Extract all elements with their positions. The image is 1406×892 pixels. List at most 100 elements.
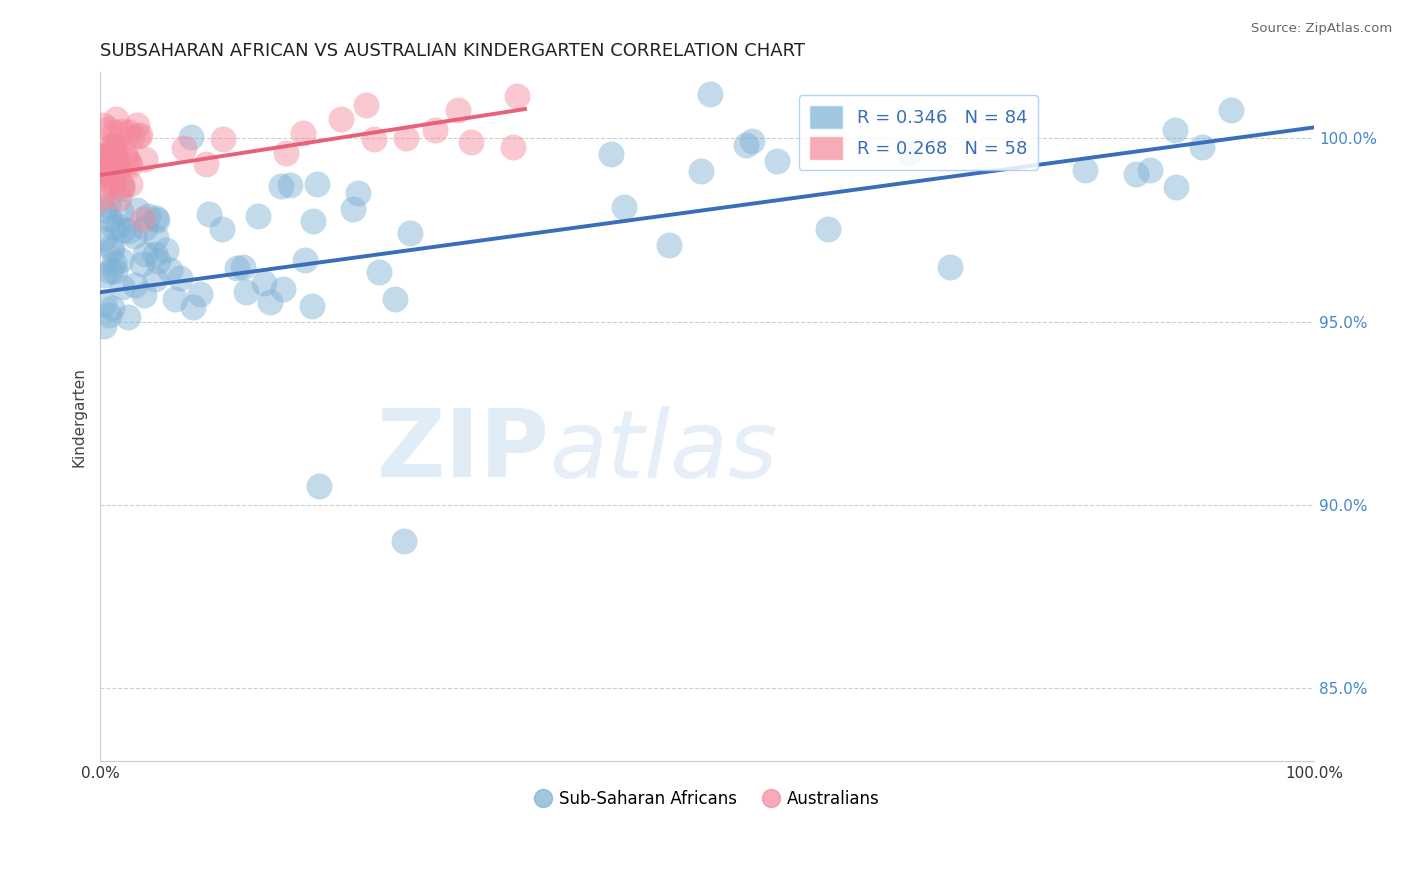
Point	[301, 299, 323, 313]
Point	[107, 161, 129, 175]
Point	[699, 87, 721, 102]
Point	[766, 154, 789, 169]
Point	[103, 143, 125, 157]
Point	[225, 261, 247, 276]
Point	[127, 203, 149, 218]
Point	[104, 264, 127, 278]
Point	[246, 209, 269, 223]
Point	[103, 256, 125, 270]
Point	[169, 271, 191, 285]
Point	[108, 191, 131, 205]
Point	[90, 166, 112, 180]
Point	[97, 167, 120, 181]
Point	[363, 132, 385, 146]
Point	[91, 162, 114, 177]
Point	[502, 140, 524, 154]
Point	[90, 155, 112, 169]
Point	[146, 253, 169, 268]
Point	[145, 230, 167, 244]
Point	[159, 262, 181, 277]
Point	[253, 277, 276, 291]
Point	[90, 192, 112, 206]
Point	[120, 177, 142, 191]
Point	[305, 177, 328, 191]
Point	[100, 264, 122, 278]
Point	[190, 287, 212, 301]
Point	[155, 243, 177, 257]
Point	[129, 128, 152, 142]
Point	[658, 238, 681, 252]
Point	[368, 265, 391, 279]
Point	[98, 308, 121, 322]
Point	[118, 155, 141, 169]
Point	[107, 157, 129, 171]
Point	[259, 295, 281, 310]
Point	[104, 125, 127, 139]
Point	[90, 149, 112, 163]
Point	[274, 146, 297, 161]
Point	[425, 123, 447, 137]
Point	[460, 135, 482, 149]
Point	[90, 153, 112, 167]
Point	[93, 297, 115, 311]
Point	[1125, 167, 1147, 181]
Point	[330, 112, 353, 126]
Point	[100, 212, 122, 227]
Point	[90, 154, 112, 169]
Point	[211, 222, 233, 236]
Legend: Sub-Saharan Africans, Australians: Sub-Saharan Africans, Australians	[527, 783, 887, 814]
Point	[93, 148, 115, 162]
Point	[100, 240, 122, 254]
Point	[1139, 163, 1161, 178]
Point	[197, 207, 219, 221]
Point	[120, 158, 142, 172]
Point	[734, 138, 756, 153]
Point	[101, 219, 124, 234]
Point	[103, 138, 125, 153]
Point	[97, 164, 120, 178]
Point	[143, 247, 166, 261]
Text: SUBSAHARAN AFRICAN VS AUSTRALIAN KINDERGARTEN CORRELATION CHART: SUBSAHARAN AFRICAN VS AUSTRALIAN KINDERG…	[100, 42, 806, 60]
Point	[124, 228, 146, 243]
Point	[1191, 140, 1213, 154]
Point	[506, 89, 529, 103]
Point	[100, 139, 122, 153]
Point	[103, 159, 125, 173]
Point	[392, 534, 415, 549]
Point	[301, 213, 323, 227]
Point	[212, 132, 235, 146]
Point	[294, 252, 316, 267]
Point	[111, 178, 134, 193]
Point	[342, 202, 364, 216]
Point	[897, 145, 920, 160]
Point	[117, 310, 139, 325]
Point	[125, 118, 148, 132]
Text: ZIP: ZIP	[377, 405, 550, 497]
Point	[194, 157, 217, 171]
Point	[105, 143, 128, 157]
Point	[131, 257, 153, 271]
Point	[101, 244, 124, 258]
Point	[278, 178, 301, 193]
Point	[134, 247, 156, 261]
Point	[180, 129, 202, 144]
Point	[613, 200, 636, 214]
Point	[689, 164, 711, 178]
Point	[939, 260, 962, 274]
Y-axis label: Kindergarten: Kindergarten	[72, 367, 86, 467]
Point	[347, 186, 370, 201]
Point	[93, 232, 115, 246]
Point	[232, 260, 254, 274]
Point	[115, 153, 138, 167]
Point	[183, 300, 205, 314]
Point	[1220, 103, 1243, 117]
Point	[110, 203, 132, 218]
Point	[93, 203, 115, 218]
Point	[1074, 162, 1097, 177]
Point	[146, 213, 169, 227]
Point	[97, 122, 120, 136]
Point	[93, 319, 115, 334]
Point	[1164, 180, 1187, 194]
Point	[101, 301, 124, 315]
Text: Source: ZipAtlas.com: Source: ZipAtlas.com	[1251, 22, 1392, 36]
